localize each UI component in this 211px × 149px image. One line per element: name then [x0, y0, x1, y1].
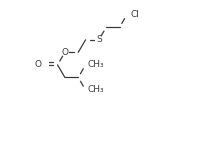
- Text: S: S: [96, 35, 102, 44]
- Text: CH₃: CH₃: [88, 60, 104, 69]
- Text: O: O: [34, 60, 41, 69]
- Text: CH₃: CH₃: [88, 86, 104, 94]
- Text: O: O: [61, 48, 68, 57]
- Text: Cl: Cl: [130, 10, 139, 19]
